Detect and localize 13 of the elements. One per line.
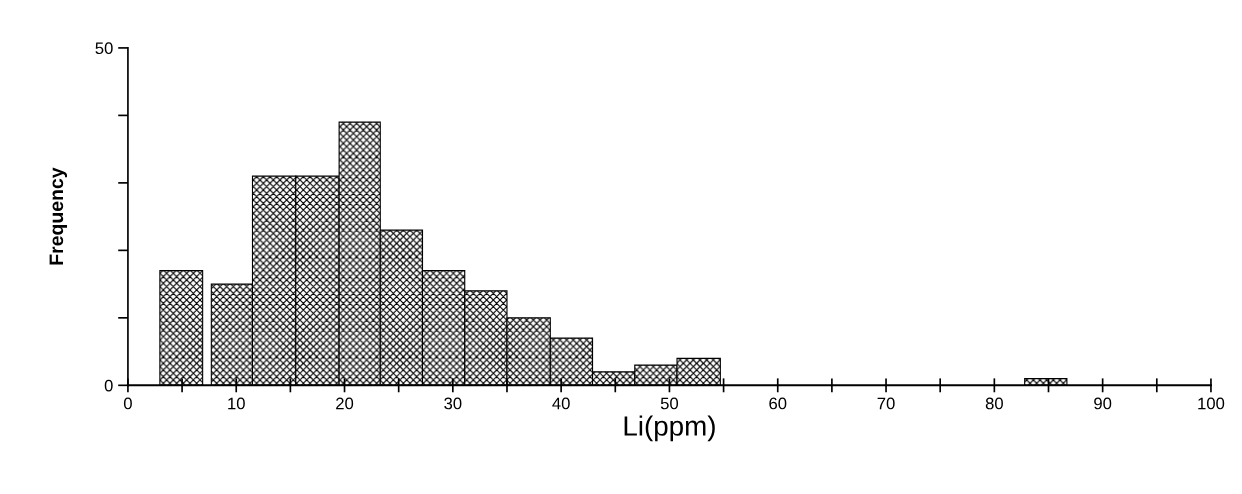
x-tick-label: 100 bbox=[1198, 397, 1225, 410]
x-tick-label: 10 bbox=[228, 397, 245, 410]
x-tick-label: 40 bbox=[552, 397, 570, 410]
x-tick-label: 80 bbox=[985, 397, 1003, 410]
y-axis-title: Frequency bbox=[49, 167, 68, 265]
x-tick-label: 20 bbox=[336, 397, 354, 410]
x-tick-label: 30 bbox=[444, 397, 462, 410]
x-tick-label: 0 bbox=[123, 397, 132, 410]
x-tick-label: 60 bbox=[769, 397, 787, 410]
x-tick-label: 70 bbox=[877, 397, 895, 410]
x-tick-label: 50 bbox=[660, 397, 679, 410]
x-tick-label: 90 bbox=[1094, 397, 1112, 410]
x-axis-title: Li(ppm) bbox=[624, 415, 715, 442]
